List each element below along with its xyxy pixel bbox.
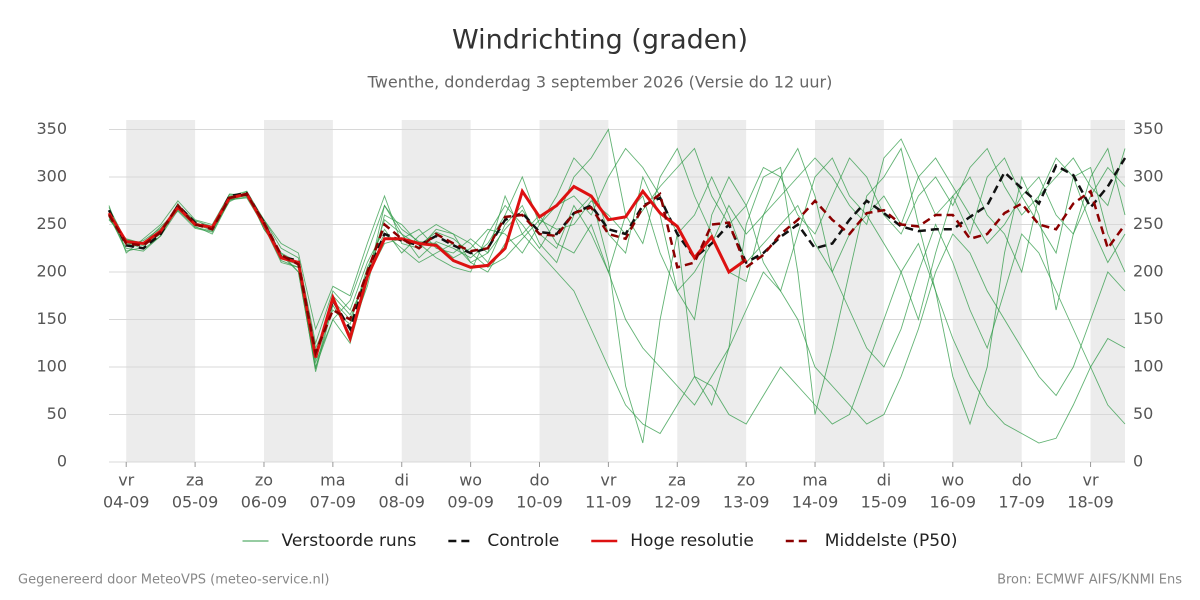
day-band bbox=[815, 120, 884, 462]
y2-tick-label: 300 bbox=[1133, 167, 1164, 186]
y2-tick-label: 0 bbox=[1133, 452, 1143, 471]
x-tick-date: 15-09 bbox=[861, 493, 908, 512]
ensemble-line bbox=[108, 147, 1126, 444]
chart-subtitle: Twenthe, donderdag 3 september 2026 (Ver… bbox=[367, 73, 833, 92]
legend-label: Controle bbox=[487, 531, 559, 551]
y-tick-label: 300 bbox=[36, 167, 67, 186]
x-tick-day: za bbox=[186, 471, 204, 490]
footer-left: Gegenereerd door MeteoVPS (meteo-service… bbox=[18, 573, 329, 588]
x-tick-date: 08-09 bbox=[378, 493, 425, 512]
x-tick-day: zo bbox=[737, 471, 755, 490]
x-tick-date: 07-09 bbox=[310, 493, 357, 512]
x-tick-date: 16-09 bbox=[930, 493, 977, 512]
x-tick-date: 04-09 bbox=[103, 493, 150, 512]
y-tick-label: 0 bbox=[57, 452, 67, 471]
ensemble-line bbox=[108, 190, 1126, 444]
x-tick-date: 10-09 bbox=[516, 493, 563, 512]
y-tick-label: 200 bbox=[36, 262, 67, 281]
x-tick-day: za bbox=[668, 471, 686, 490]
day-band bbox=[126, 120, 196, 462]
y2-tick-label: 50 bbox=[1133, 404, 1153, 423]
x-tick-day: vr bbox=[600, 471, 616, 490]
x-tick-day: wo bbox=[941, 471, 964, 490]
y-tick-label: 100 bbox=[36, 357, 67, 376]
x-tick-date: 13-09 bbox=[723, 493, 770, 512]
day-band bbox=[263, 120, 333, 462]
legend-label: Middelste (P50) bbox=[825, 531, 958, 551]
day-band bbox=[401, 120, 471, 462]
day-band bbox=[1090, 120, 1125, 462]
x-tick-day: di bbox=[877, 471, 892, 490]
x-tick-day: do bbox=[1012, 471, 1032, 490]
y-tick-label: 250 bbox=[36, 214, 67, 233]
y2-tick-label: 250 bbox=[1133, 214, 1164, 233]
x-tick-date: 18-09 bbox=[1067, 493, 1114, 512]
x-tick-date: 17-09 bbox=[998, 493, 1045, 512]
x-tick-date: 12-09 bbox=[654, 493, 701, 512]
y2-tick-label: 150 bbox=[1133, 309, 1164, 328]
x-tick-day: zo bbox=[255, 471, 273, 490]
x-tick-day: vr bbox=[1083, 471, 1099, 490]
day-band bbox=[677, 120, 747, 462]
y-tick-label: 50 bbox=[47, 404, 67, 423]
x-tick-day: vr bbox=[118, 471, 134, 490]
ensemble-line bbox=[108, 128, 1126, 372]
x-tick-date: 14-09 bbox=[792, 493, 839, 512]
x-tick-date: 11-09 bbox=[585, 493, 632, 512]
series-line bbox=[107, 189, 1127, 358]
y2-tick-label: 200 bbox=[1133, 262, 1164, 281]
x-tick-date: 05-09 bbox=[172, 493, 219, 512]
y-tick-label: 350 bbox=[36, 119, 67, 138]
x-tick-date: 09-09 bbox=[447, 493, 494, 512]
y2-tick-label: 350 bbox=[1133, 119, 1164, 138]
chart-title: Windrichting (graden) bbox=[452, 25, 748, 56]
series-line bbox=[107, 184, 748, 358]
y2-tick-label: 100 bbox=[1133, 357, 1164, 376]
x-tick-day: do bbox=[530, 471, 550, 490]
y-tick-label: 150 bbox=[36, 309, 67, 328]
x-tick-day: ma bbox=[802, 471, 827, 490]
footer-right: Bron: ECMWF AIFS/KNMI Ens bbox=[997, 573, 1182, 588]
x-tick-day: di bbox=[394, 471, 409, 490]
legend-label: Verstoorde runs bbox=[282, 531, 417, 551]
x-tick-day: wo bbox=[459, 471, 482, 490]
legend-label: Hoge resolutie bbox=[630, 531, 754, 551]
x-tick-day: ma bbox=[320, 471, 345, 490]
x-tick-date: 06-09 bbox=[241, 493, 288, 512]
